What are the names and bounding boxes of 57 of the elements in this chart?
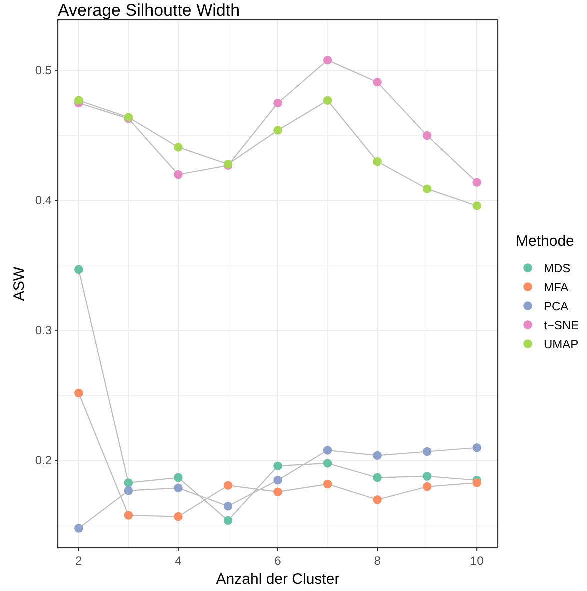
point bbox=[274, 462, 282, 470]
point bbox=[323, 56, 332, 65]
point bbox=[422, 472, 432, 481]
x-tick-label: 10 bbox=[470, 554, 484, 568]
legend-title: Methode bbox=[516, 233, 574, 250]
x-tick-label: 4 bbox=[175, 554, 182, 568]
point bbox=[74, 524, 84, 533]
point bbox=[174, 473, 183, 482]
point bbox=[323, 459, 332, 468]
point bbox=[274, 476, 282, 485]
point bbox=[373, 473, 382, 482]
point bbox=[174, 484, 183, 493]
y-axis-title: ASW bbox=[11, 266, 28, 302]
y-tick-label: 0.4 bbox=[35, 194, 52, 208]
point bbox=[373, 78, 382, 87]
point bbox=[422, 447, 432, 456]
point bbox=[224, 481, 233, 490]
y-tick-label: 0.3 bbox=[35, 324, 52, 338]
point bbox=[373, 496, 382, 504]
point bbox=[74, 265, 84, 274]
point bbox=[124, 486, 134, 496]
legend-label: PCA bbox=[544, 300, 569, 314]
point bbox=[472, 202, 482, 210]
point bbox=[323, 96, 332, 105]
point bbox=[224, 502, 233, 511]
x-axis-title: Anzahl der Cluster bbox=[216, 571, 340, 588]
point bbox=[224, 516, 233, 526]
point bbox=[174, 143, 183, 152]
point bbox=[323, 480, 332, 489]
point bbox=[274, 126, 282, 135]
point bbox=[373, 451, 382, 460]
point bbox=[323, 446, 332, 455]
point bbox=[74, 388, 84, 398]
point bbox=[422, 482, 432, 492]
point bbox=[174, 512, 183, 522]
legend-label: MFA bbox=[544, 280, 569, 294]
chart-title: Average Silhoutte Width bbox=[58, 1, 240, 20]
legend-label: MDS bbox=[544, 262, 571, 276]
point bbox=[472, 444, 482, 452]
legend-label: t−SNE bbox=[544, 318, 580, 332]
y-tick-label: 0.2 bbox=[35, 454, 52, 468]
point bbox=[472, 178, 482, 187]
point bbox=[422, 184, 432, 194]
x-tick-label: 2 bbox=[76, 554, 83, 568]
point bbox=[373, 157, 382, 166]
point bbox=[74, 96, 84, 105]
point bbox=[472, 478, 482, 488]
y-tick-label: 0.5 bbox=[35, 64, 52, 78]
point bbox=[124, 478, 134, 488]
point bbox=[422, 131, 432, 140]
legend-label: UMAP bbox=[544, 338, 579, 352]
point bbox=[274, 488, 282, 496]
x-tick-label: 6 bbox=[274, 554, 282, 568]
point bbox=[124, 511, 134, 520]
point bbox=[174, 170, 183, 180]
point bbox=[274, 98, 282, 108]
x-tick-label: 8 bbox=[374, 554, 382, 568]
